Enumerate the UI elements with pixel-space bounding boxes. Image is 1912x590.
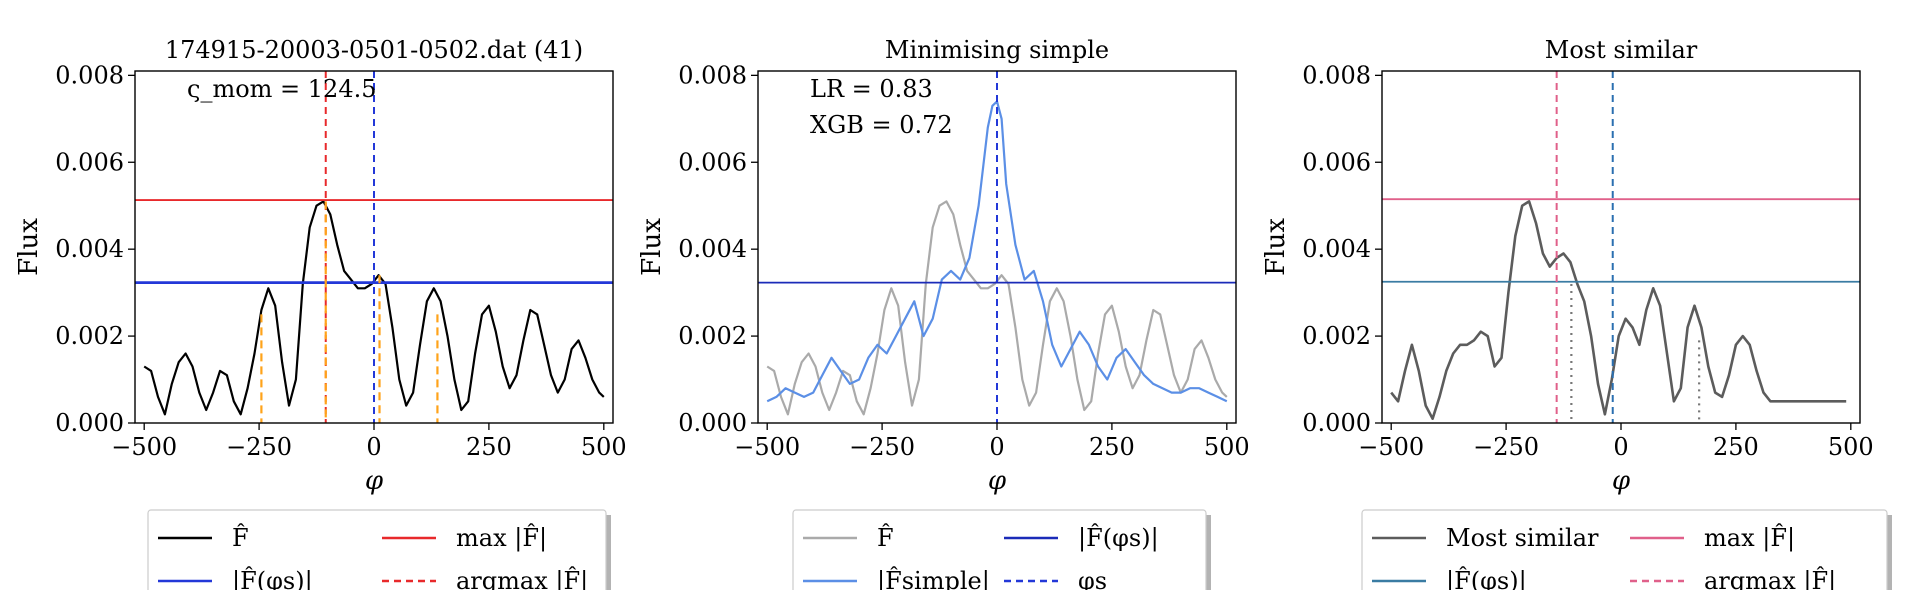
- x-tick-label: −500: [111, 433, 177, 461]
- legend-label: max |F̂|: [1704, 524, 1795, 553]
- legend-label: F̂: [232, 524, 249, 552]
- annotation-text: ς_mom = 124.5: [187, 75, 376, 103]
- y-tick-label: 0.002: [1302, 322, 1371, 350]
- x-tick-label: 0: [989, 433, 1004, 461]
- x-tick-label: 500: [1204, 433, 1250, 461]
- legend-box: [1361, 509, 1888, 590]
- x-tick-label: −250: [1473, 433, 1539, 461]
- plot-frame: [757, 70, 1237, 424]
- plot-frame: [134, 70, 614, 424]
- y-tick-label: 0.006: [678, 148, 747, 176]
- chart-panel-3: Most similar −500 −250 0 250 500 0.000 0.002 0.0…: [1261, 36, 1892, 590]
- x-tick-label: −250: [849, 433, 915, 461]
- legend-box: [147, 509, 607, 590]
- y-axis-label: Flux: [637, 218, 667, 276]
- y-tick-label: 0.008: [55, 61, 124, 89]
- legend-label: argmax |F̂|: [1704, 567, 1836, 590]
- legend-label: max |F̂|: [456, 524, 547, 553]
- plot-area: [135, 71, 613, 423]
- series-line-1: [1390, 200, 1847, 420]
- x-tick-label: −250: [226, 433, 292, 461]
- x-tick-label: −500: [734, 433, 800, 461]
- legend-label: |F̂(φs)|: [1446, 567, 1527, 590]
- plot-area: [1382, 71, 1860, 423]
- x-axis-label: φ: [988, 466, 1007, 496]
- legend-label: F̂: [877, 524, 894, 552]
- y-tick-label: 0.008: [678, 61, 747, 89]
- y-axis-label: Flux: [14, 218, 44, 276]
- series-line-1: [766, 200, 1228, 416]
- y-tick-label: 0.004: [678, 235, 747, 263]
- plot-area: [758, 71, 1236, 423]
- series-line-1: [143, 200, 605, 416]
- legend-label: argmax |F̂|: [456, 567, 588, 590]
- annotation-text: LR = 0.83: [810, 75, 933, 103]
- y-tick-label: 0.000: [55, 409, 124, 437]
- y-tick-label: 0.002: [678, 322, 747, 350]
- legend-box: [792, 509, 1207, 590]
- x-tick-label: 0: [1613, 433, 1628, 461]
- x-tick-label: 250: [1713, 433, 1759, 461]
- x-tick-label: 500: [581, 433, 627, 461]
- y-tick-label: 0.004: [55, 235, 124, 263]
- legend-label: |F̂(φs)|: [1078, 524, 1159, 553]
- y-tick-label: 0.004: [1302, 235, 1371, 263]
- chart-title: 174915-20003-0501-0502.dat (41): [165, 36, 583, 64]
- x-tick-label: 250: [466, 433, 512, 461]
- y-tick-label: 0.002: [55, 322, 124, 350]
- x-tick-label: 500: [1828, 433, 1874, 461]
- legend-label: |F̂simple|: [877, 567, 990, 590]
- y-tick-label: 0.000: [678, 409, 747, 437]
- legend-label: Most similar: [1446, 524, 1599, 552]
- y-tick-label: 0.006: [1302, 148, 1371, 176]
- x-tick-label: −500: [1358, 433, 1424, 461]
- legend-label: |F̂(φs)|: [232, 567, 313, 590]
- chart-panel-1: 174915-20003-0501-0502.dat (41) −500 −250 0…: [14, 36, 627, 590]
- y-tick-label: 0.000: [1302, 409, 1371, 437]
- y-axis-label: Flux: [1261, 218, 1291, 276]
- chart-title: Minimising simple: [885, 36, 1109, 64]
- x-axis-label: φ: [365, 466, 384, 496]
- x-axis-label: φ: [1612, 466, 1631, 496]
- chart-title: Most similar: [1545, 36, 1698, 64]
- x-tick-label: 0: [366, 433, 381, 461]
- annotation-text: XGB = 0.72: [810, 111, 953, 139]
- x-tick-label: 250: [1089, 433, 1135, 461]
- y-tick-label: 0.008: [1302, 61, 1371, 89]
- chart-panel-2: Minimising simple −500 −250 0 250 500 0.000 0.0…: [637, 36, 1250, 590]
- legend-label: φs: [1078, 567, 1107, 590]
- y-tick-label: 0.006: [55, 148, 124, 176]
- plot-frame: [1381, 70, 1861, 424]
